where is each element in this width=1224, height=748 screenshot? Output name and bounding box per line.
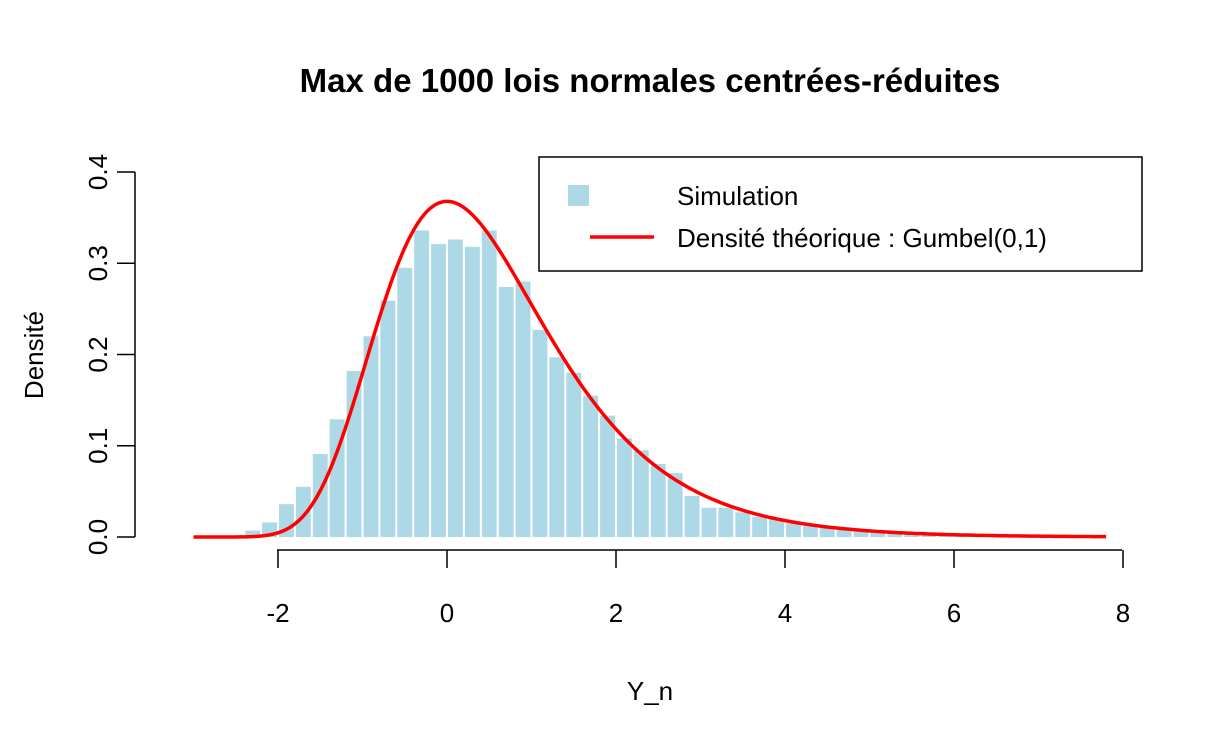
histogram-bar	[836, 529, 852, 537]
y-tick-label: 0.4	[83, 154, 113, 190]
histogram-bar	[481, 230, 497, 537]
y-tick-label: 0.3	[83, 245, 113, 281]
histogram-bar	[464, 246, 480, 537]
histogram-bar	[769, 518, 784, 537]
y-tick-label: 0.2	[83, 336, 113, 372]
density-curve	[193, 199, 1107, 539]
x-tick-label: 6	[947, 598, 961, 628]
histogram-bar	[718, 507, 734, 537]
y-tick-label: 0.0	[83, 519, 113, 555]
histogram-bar	[819, 527, 835, 538]
x-tick-label: -2	[266, 598, 289, 628]
histogram-bar	[802, 526, 818, 537]
histogram-bar	[904, 534, 920, 537]
histogram-bar	[887, 533, 903, 537]
legend-label-simulation: Simulation	[677, 181, 798, 211]
chart-title: Max de 1000 lois normales centrées-rédui…	[300, 62, 1001, 99]
histogram-bar	[735, 512, 751, 537]
x-tick-label: 8	[1116, 598, 1130, 628]
histogram-bar	[515, 281, 531, 537]
histogram-bar	[650, 464, 666, 537]
histogram-bar	[431, 244, 446, 537]
histogram-bar	[295, 486, 311, 537]
histogram-bar	[870, 532, 886, 537]
legend: Simulation Densité théorique : Gumbel(0,…	[538, 156, 1143, 272]
y-axis: 0.0 0.1 0.2 0.3 0.4	[83, 154, 136, 555]
x-axis-label: Y_n	[627, 676, 673, 706]
legend-box	[538, 156, 1143, 272]
legend-label-curve: Densité théorique : Gumbel(0,1)	[677, 223, 1047, 253]
histogram-bar	[583, 395, 599, 537]
histogram-bar	[329, 419, 345, 537]
histogram-bar	[617, 438, 632, 537]
y-axis-label: Densité	[19, 311, 49, 399]
histogram-bar	[786, 523, 801, 537]
histogram-bar	[498, 286, 514, 537]
histogram-bar	[448, 239, 463, 537]
x-tick-label: 2	[609, 598, 623, 628]
histogram-bar	[667, 473, 683, 538]
histogram-bar	[380, 300, 396, 537]
histogram-bar	[312, 453, 328, 537]
histogram-bar	[633, 450, 649, 537]
y-tick-label: 0.1	[83, 428, 113, 464]
legend-swatch-simulation	[568, 185, 589, 206]
histogram-bar	[701, 507, 717, 537]
histogram-bar	[566, 372, 582, 537]
histogram-bar	[549, 357, 565, 537]
histogram-bars	[245, 230, 1038, 538]
histogram-bar	[363, 336, 379, 537]
x-tick-label: 4	[778, 598, 792, 628]
histogram-bar	[414, 230, 430, 537]
histogram-bar	[853, 531, 869, 537]
histogram-bar	[397, 267, 413, 537]
histogram-bar	[532, 329, 548, 537]
histogram-bar	[600, 415, 615, 537]
histogram-bar	[752, 516, 768, 537]
x-axis: -2 0 2 4 6 8	[266, 549, 1130, 628]
histogram-bar	[684, 495, 700, 537]
histogram-bar	[245, 530, 261, 537]
x-tick-label: 0	[440, 598, 454, 628]
